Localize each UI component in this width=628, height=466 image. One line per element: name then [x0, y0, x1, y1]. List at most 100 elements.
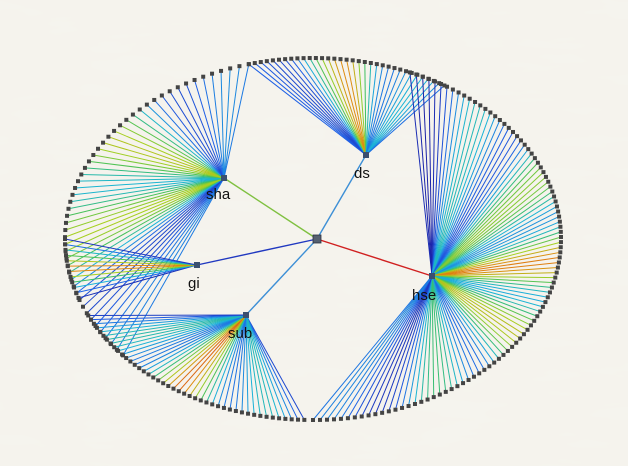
leaf-edge-sub — [167, 314, 247, 387]
leaf-edge-hse — [431, 275, 546, 303]
leaf-edge-sub — [157, 314, 247, 381]
leaf-marker-hse — [558, 234, 563, 239]
leaf-marker-hse — [449, 387, 454, 392]
leaf-marker-sha — [219, 68, 224, 73]
leaf-edge-hse — [333, 275, 433, 420]
leaf-marker-hse — [555, 265, 560, 270]
leaf-marker-sub — [156, 378, 161, 383]
leaf-edge-hse — [431, 275, 453, 390]
leaf-edge-ds — [340, 58, 367, 156]
leaf-edge-hse — [428, 78, 433, 277]
leaf-edge-hse — [431, 275, 464, 384]
leaf-edge-hse — [368, 275, 433, 416]
leaf-marker-sha — [80, 304, 85, 309]
leaf-marker-sha — [69, 277, 74, 282]
leaf-edge-hse — [431, 246, 561, 277]
leaf-edge-sub — [245, 314, 249, 414]
hub-label-sub: sub — [228, 325, 252, 342]
leaf-marker-sha — [112, 128, 117, 133]
leaf-marker-hse — [553, 199, 558, 204]
leaf-marker-gi — [74, 290, 79, 295]
leaf-edge-sub — [200, 314, 247, 401]
leaf-edge-sha — [84, 167, 225, 179]
leaf-edge-sha — [220, 70, 225, 179]
leaf-edge-ds — [254, 62, 367, 156]
leaf-marker-sub — [239, 410, 244, 415]
leaf-edge-hse — [431, 275, 528, 331]
leaf-edge-sha — [185, 83, 225, 179]
leaf-edge-sha — [97, 148, 225, 179]
leaf-edge-sub — [148, 314, 247, 375]
leaf-edge-ds — [333, 58, 367, 156]
leaf-marker-hse — [510, 344, 515, 349]
leaf-marker-hse — [556, 260, 561, 265]
hub-edge-ds — [316, 154, 367, 240]
leaf-edge-sha — [73, 177, 225, 287]
leaf-marker-hse — [551, 280, 556, 285]
leaf-edge-sha — [153, 99, 225, 179]
leaf-marker-hse — [478, 103, 483, 108]
leaf-edge-ds — [272, 60, 367, 156]
leaf-edge-sha — [146, 104, 225, 179]
leaf-marker-hse — [518, 138, 523, 143]
leaf-edge-sub — [245, 314, 299, 420]
leaf-edge-sub — [130, 314, 247, 362]
leaf-marker-hse — [366, 413, 371, 418]
leaf-edge-sha — [65, 177, 225, 224]
leaf-marker-sub — [98, 329, 103, 334]
leaf-marker-sub — [289, 417, 294, 422]
leaf-marker-hse — [553, 275, 558, 280]
leaf-edge-sha — [119, 124, 225, 179]
leaf-marker-hse — [483, 106, 488, 111]
leaf-edge-sha — [88, 160, 225, 179]
leaf-edge-hse — [431, 211, 559, 277]
leaf-edge-hse — [422, 76, 433, 277]
leaf-edge-ds — [365, 74, 418, 156]
leaf-edge-hse — [347, 275, 433, 419]
leaf-edge-hse — [431, 275, 435, 398]
leaf-marker-sub — [252, 412, 257, 417]
leaf-marker-ds — [295, 56, 300, 61]
leaf-marker-sub — [182, 391, 187, 396]
leaf-marker-hse — [511, 129, 516, 134]
leaf-edge-ds — [365, 65, 384, 156]
leaf-edge-hse — [431, 267, 558, 277]
leaf-edge-ds — [352, 60, 367, 156]
leaf-marker-hse — [439, 82, 444, 87]
leaf-marker-ds — [398, 67, 403, 72]
leaf-edge-hse — [431, 81, 436, 277]
leaf-edge-sub — [245, 314, 293, 420]
leaf-edge-hse — [431, 98, 471, 277]
leaf-marker-hse — [419, 399, 424, 404]
leaf-edge-hse — [431, 275, 517, 344]
leaf-marker-sub — [176, 389, 181, 394]
leaf-edge-gi — [64, 238, 198, 266]
leaf-edge-hse — [431, 231, 561, 277]
leaf-edge-gi — [73, 264, 198, 289]
leaf-marker-hse — [518, 336, 523, 341]
leaf-edge-hse — [431, 116, 496, 277]
leaf-edge-sha — [177, 87, 225, 179]
leaf-marker-hse — [545, 295, 550, 300]
leaf-marker-sha — [63, 228, 68, 233]
leaf-edge-sha — [102, 142, 225, 179]
leaf-edge-ds — [364, 61, 367, 156]
leaf-edge-sha — [65, 177, 225, 231]
hub-marker-sub — [243, 312, 249, 318]
leaf-edge-ds — [309, 57, 367, 156]
leaf-edge-hse — [431, 226, 561, 277]
leaf-marker-sha — [65, 213, 70, 218]
leaf-marker-sub — [116, 348, 121, 353]
leaf-edge-ds — [365, 72, 413, 156]
leaf-marker-sub — [151, 375, 156, 380]
leaf-edge-sha — [223, 66, 240, 179]
leaf-edge-sub — [245, 314, 274, 418]
leaf-edge-hse — [431, 123, 505, 277]
leaf-marker-hse — [535, 160, 540, 165]
leaf-edge-hse — [431, 201, 556, 277]
leaf-marker-hse — [532, 318, 537, 323]
leaf-edge-sub — [90, 314, 247, 321]
leaf-edge-sub — [245, 314, 280, 419]
leaf-edge-hse — [431, 275, 509, 352]
